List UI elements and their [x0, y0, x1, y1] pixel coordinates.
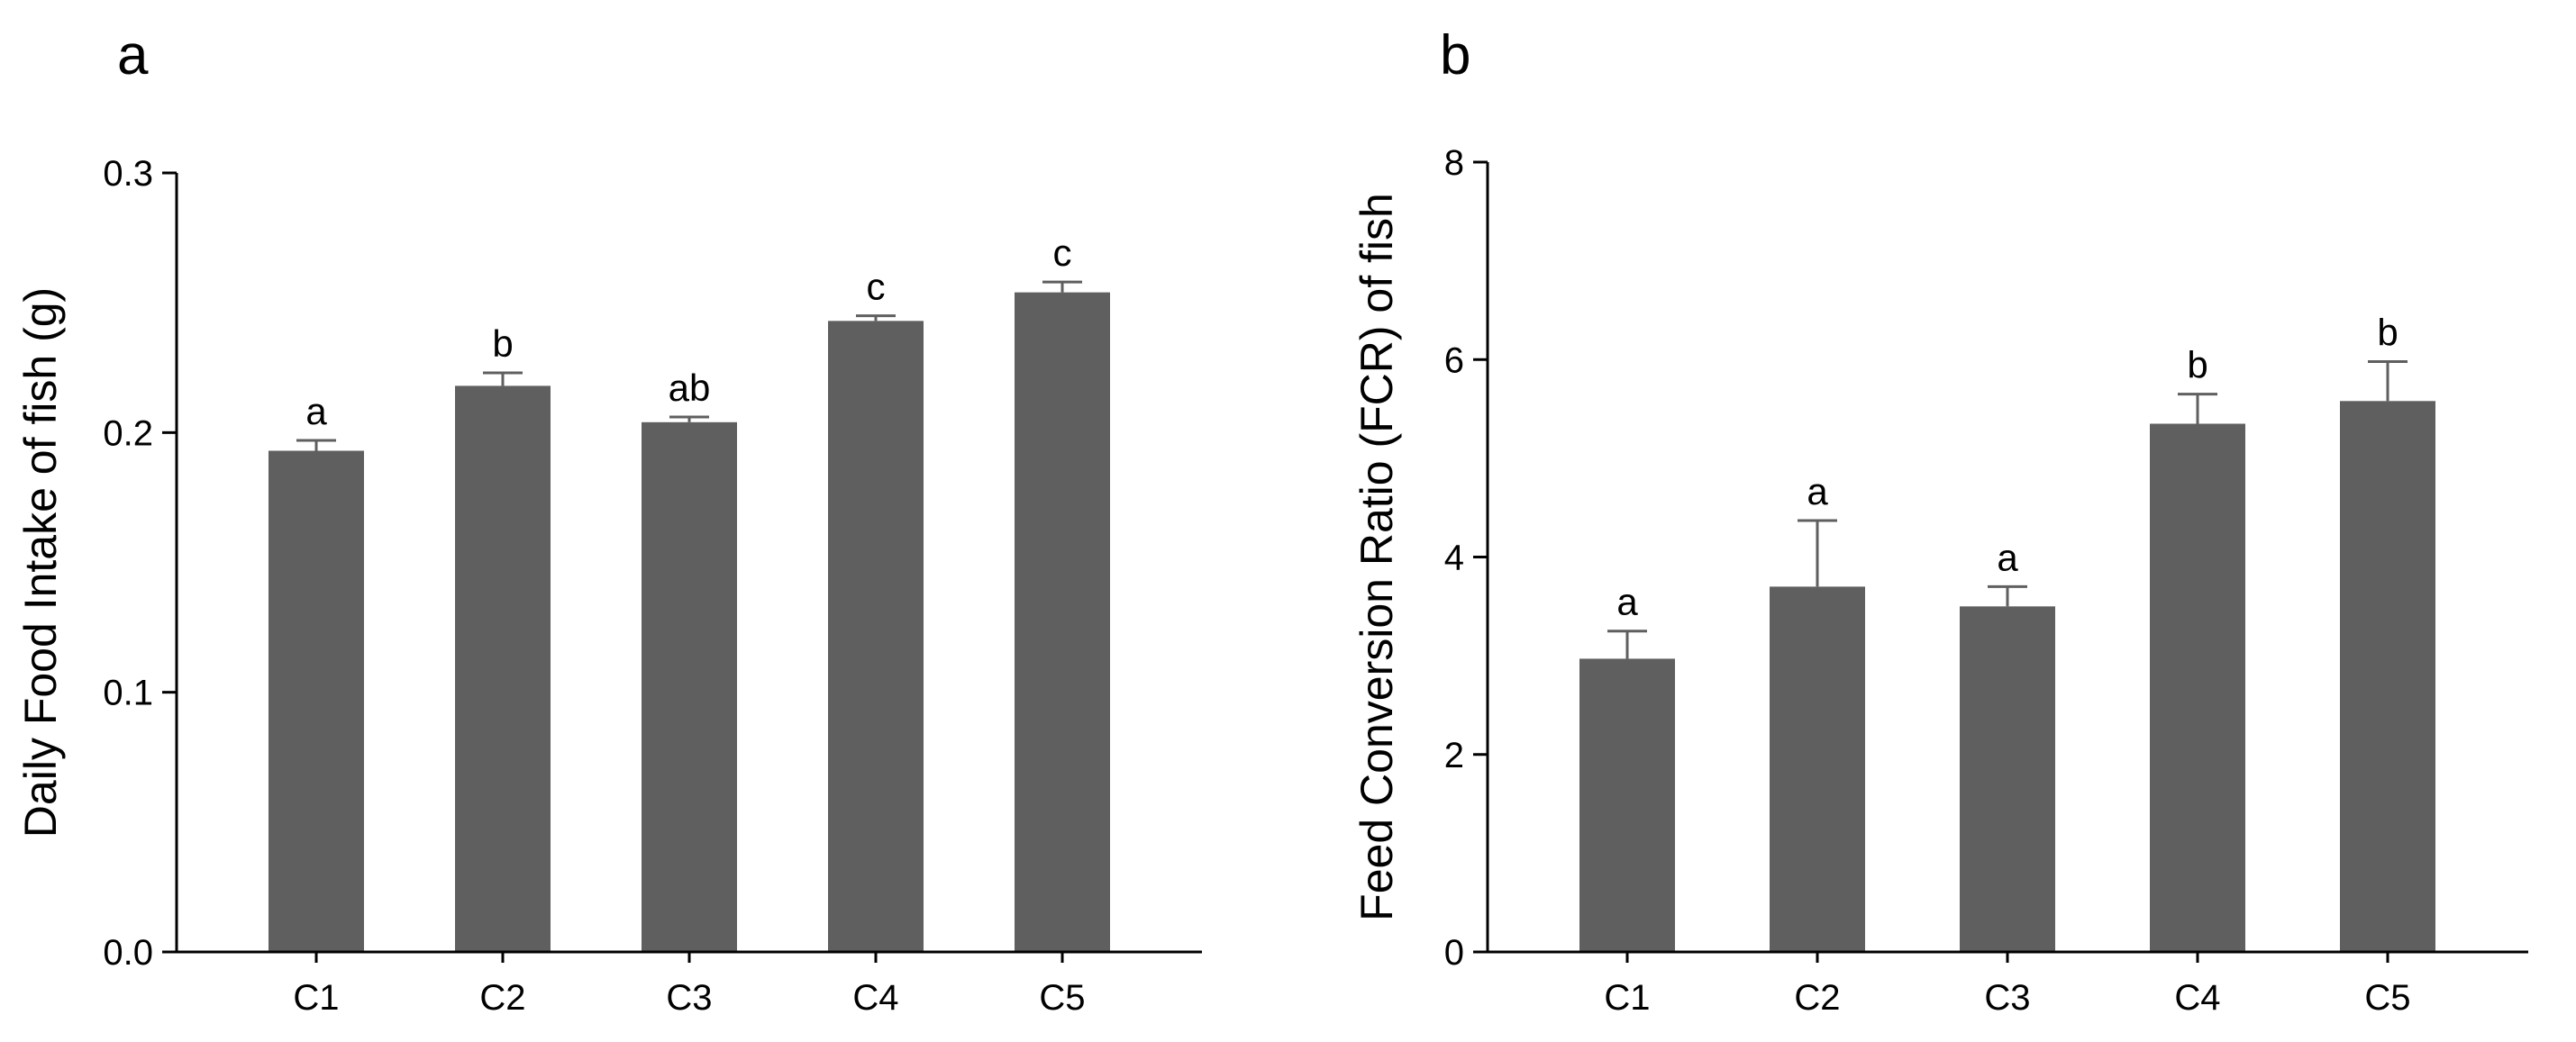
y-tick-label-b-4: 8	[1444, 143, 1464, 183]
significance-label-a-c3: ab	[669, 367, 711, 409]
bar-b-c4	[2150, 423, 2245, 953]
x-tick-label-a-c4: C4	[852, 978, 898, 1018]
significance-label-b-c5: b	[2377, 311, 2398, 353]
x-tick-label-b-c1: C1	[1604, 978, 1650, 1018]
significance-label-b-c2: a	[1807, 470, 1828, 512]
y-tick-label-b-0: 0	[1444, 933, 1464, 973]
significance-label-b-c4: b	[2187, 344, 2207, 386]
bar-a-c1	[269, 450, 364, 952]
x-tick-label-a-c1: C1	[293, 978, 339, 1018]
chart-panel-b: b a C1 a C2 a C3 b C4 b C5 0 2 4 6 8 Feed Conversion Ra…	[1352, 24, 2528, 1018]
bar-a-c2	[455, 385, 551, 952]
bar-a-c5	[1015, 292, 1110, 953]
x-tick-label-a-c3: C3	[666, 978, 712, 1018]
y-tick-label-b-2: 4	[1444, 539, 1464, 578]
x-tick-label-b-c5: C5	[2364, 978, 2410, 1018]
x-tick-label-b-c3: C3	[1984, 978, 2030, 1018]
y-tick-label-b-3: 6	[1444, 340, 1464, 380]
y-tick-label-a-3: 0.3	[103, 154, 153, 194]
bar-b-c1	[1579, 658, 1675, 952]
y-tick-label-a-1: 0.1	[103, 674, 153, 713]
y-tick-label-a-2: 0.2	[103, 413, 153, 453]
bar-a-c4	[828, 321, 924, 953]
x-tick-label-a-c2: C2	[479, 978, 525, 1018]
bar-b-c3	[1960, 606, 2055, 952]
bar-a-c3	[642, 421, 737, 952]
significance-label-a-c4: c	[867, 266, 886, 308]
y-axis-title-a: Daily Food Intake of fish (g)	[15, 287, 66, 838]
y-tick-label-a-0: 0.0	[103, 933, 153, 973]
chart-panel-a: a a C1 b C2 ab C3 c C4 c C5 0.0 0.1 0.2 0.3 Daily Food…	[15, 24, 1202, 1018]
y-tick-label-b-1: 2	[1444, 736, 1464, 775]
panel-letter-b: b	[1440, 24, 1470, 86]
x-tick-label-a-c5: C5	[1039, 978, 1085, 1018]
significance-label-b-c1: a	[1616, 581, 1638, 623]
significance-label-b-c3: a	[1997, 536, 2018, 578]
significance-label-a-c1: a	[305, 390, 327, 432]
significance-label-a-c2: b	[492, 322, 513, 365]
bar-b-c2	[1770, 586, 1865, 952]
y-axis-title-b: Feed Conversion Ratio (FCR) of fish	[1352, 193, 1402, 921]
x-tick-label-b-c4: C4	[2174, 978, 2220, 1018]
x-tick-label-b-c2: C2	[1794, 978, 1840, 1018]
bar-b-c5	[2340, 401, 2435, 953]
significance-label-a-c5: c	[1053, 231, 1072, 274]
panel-letter-a: a	[117, 24, 149, 86]
